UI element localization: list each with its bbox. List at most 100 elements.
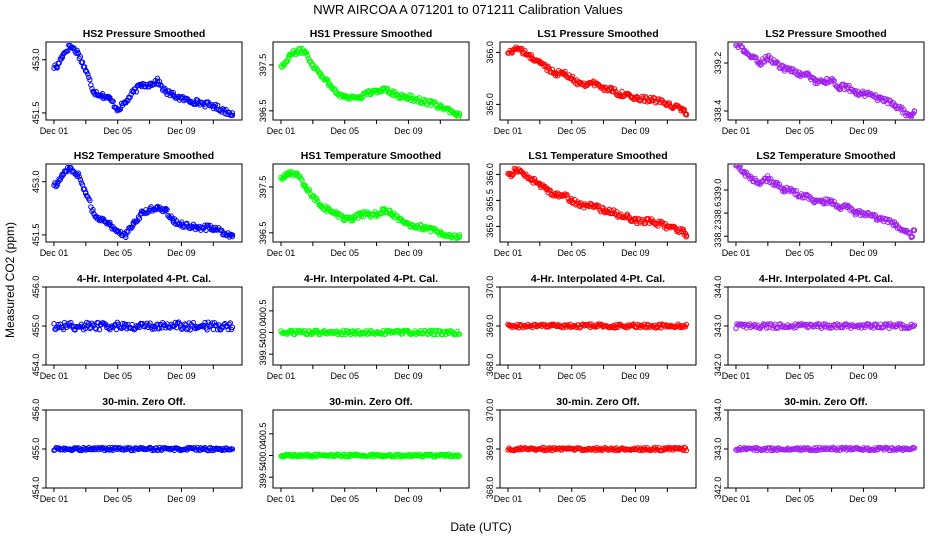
data-point [592, 80, 599, 87]
data-point [455, 452, 462, 458]
data-point [805, 70, 811, 76]
data-point [797, 72, 803, 78]
data-point [749, 54, 755, 60]
data-point [136, 216, 143, 222]
data-point [342, 216, 348, 222]
data-point [75, 49, 81, 56]
data-point [892, 222, 898, 228]
panel-title: 30-min. Zero Off. [329, 396, 413, 408]
data-point [765, 54, 771, 60]
panel-title: 30-min. Zero Off. [556, 396, 640, 408]
data-point [286, 170, 292, 176]
y-tick-label: 451.5 [31, 224, 41, 247]
data-point [226, 232, 233, 238]
data-point [680, 228, 686, 235]
data-point [561, 192, 567, 198]
data-point [765, 175, 771, 182]
panel-ls1-pressure: LS1 Pressure Smoothed 365.0 366.0 Dec 01 Dec… [485, 28, 697, 136]
data-point [286, 53, 292, 59]
data-point [107, 219, 113, 226]
data-point [421, 225, 428, 231]
data-point [210, 225, 217, 231]
y-tick-label: 344.0 [713, 276, 723, 299]
data-point [281, 62, 287, 68]
data-point [203, 227, 209, 234]
data-point [154, 78, 161, 84]
y-tick-label: 338.2 [713, 225, 723, 248]
panel-hs2-temperature: HS2 Temperature Smoothed 451.5 453.0 Dec 01… [31, 150, 243, 258]
data-point [741, 48, 747, 54]
plot-frame [272, 409, 470, 489]
data-point [884, 216, 890, 222]
x-tick-label: Dec 09 [167, 494, 196, 504]
data-point [86, 320, 92, 326]
data-point [389, 211, 396, 218]
panel-title: 4-Hr. Interpolated 4-Pt. Cal. [304, 273, 438, 285]
data-point [56, 324, 62, 331]
data-point [860, 90, 867, 96]
data-point [683, 112, 690, 118]
data-point [225, 326, 231, 333]
y-tick-label: 399.5 [258, 343, 268, 366]
data-point [764, 173, 771, 179]
data-point [569, 197, 575, 204]
data-point [133, 89, 140, 95]
data-point [302, 48, 308, 54]
plot-frame [727, 41, 925, 121]
data-point [146, 81, 153, 88]
y-tick-label: 399.5 [258, 466, 268, 489]
data-point [456, 331, 463, 337]
data-point [130, 221, 137, 228]
data-point [894, 321, 901, 327]
data-point [303, 50, 309, 56]
data-point [178, 221, 185, 228]
y-tick-label: 338.4 [713, 100, 723, 123]
data-point [127, 224, 133, 231]
data-points [505, 321, 690, 331]
data-point [871, 213, 877, 219]
data-point [299, 177, 305, 183]
data-point [872, 212, 879, 218]
data-point [789, 187, 795, 193]
y-tick-label: 339.0 [713, 179, 723, 202]
x-tick-label: Dec 09 [621, 248, 650, 258]
data-point [75, 171, 81, 178]
panel-ls2-interp: 4-Hr. Interpolated 4-Pt. Cal. 342.0 343.0 3… [713, 273, 925, 381]
data-point [608, 86, 615, 92]
panel-title: HS1 Temperature Smoothed [301, 150, 441, 162]
x-tick-label: Dec 01 [267, 248, 296, 258]
data-point [67, 323, 73, 329]
data-point [221, 107, 227, 113]
x-tick-label: Dec 01 [494, 248, 523, 258]
y-tick-label: 451.5 [31, 102, 41, 125]
data-point [776, 181, 782, 187]
data-point [910, 323, 917, 329]
data-point [630, 446, 637, 453]
data-point [640, 324, 646, 330]
x-tick-label: Dec 09 [167, 126, 196, 136]
data-point [521, 171, 527, 178]
panel-ls2-pressure: LS2 Pressure Smoothed 338.4 339.2 Dec 01 Dec… [713, 28, 925, 136]
data-point [508, 49, 514, 56]
data-point [138, 81, 145, 88]
panel-hs1-pressure: HS1 Pressure Smoothed 396.5 397.5 Dec 01 Dec… [258, 28, 470, 136]
data-point [911, 108, 918, 114]
data-point [57, 177, 63, 183]
data-point [87, 325, 93, 332]
data-point [664, 101, 670, 108]
y-tick-label: 400.5 [258, 300, 268, 323]
data-point [805, 72, 811, 78]
data-point [741, 170, 747, 176]
data-point [513, 166, 519, 172]
data-point [529, 54, 535, 61]
data-point [77, 177, 84, 183]
y-tick-label: 344.0 [713, 399, 723, 422]
x-tick-label: Dec 05 [557, 371, 586, 381]
x-tick-label: Dec 01 [40, 494, 69, 504]
x-tick-label: Dec 01 [40, 371, 69, 381]
data-points [51, 319, 236, 333]
data-point [577, 202, 583, 209]
data-point [55, 321, 61, 328]
x-tick-label: Dec 01 [722, 248, 751, 258]
data-point [632, 96, 639, 102]
